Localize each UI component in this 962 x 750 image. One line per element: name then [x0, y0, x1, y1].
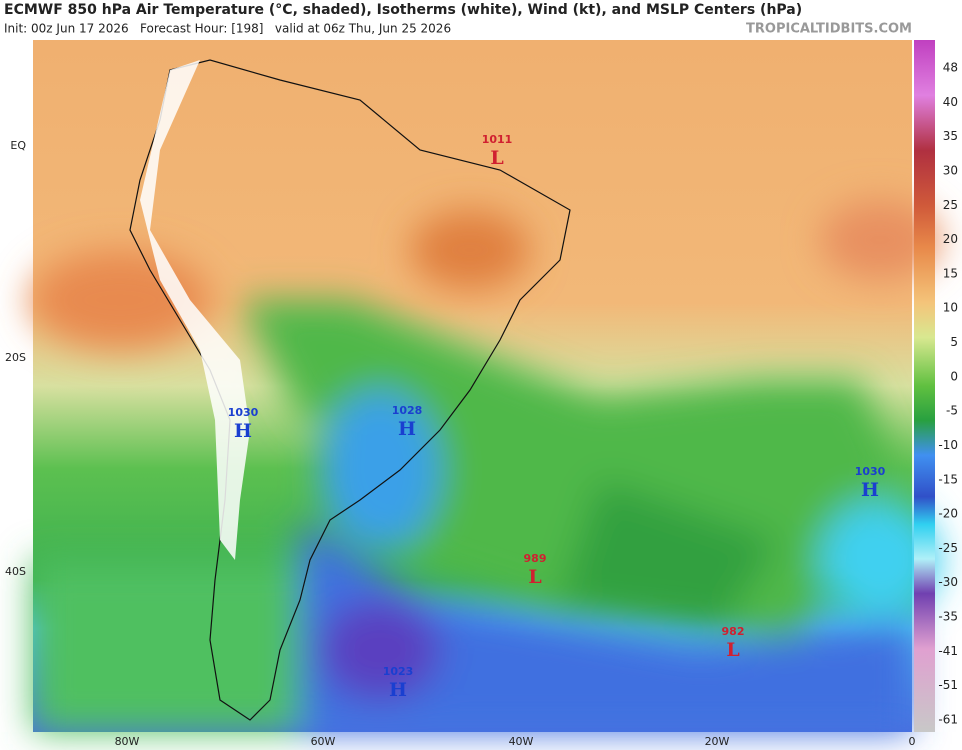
- pressure-value: 989: [524, 552, 547, 565]
- lon-label: 60W: [311, 735, 336, 748]
- colorbar-label: 5: [950, 335, 958, 349]
- pressure-value: 1030: [228, 406, 259, 419]
- lat-label: 40S: [5, 565, 26, 578]
- colorbar-label: 0: [950, 369, 958, 383]
- colorbar: [914, 40, 935, 732]
- colorbar-label: -51: [938, 678, 958, 692]
- colorbar-label: -15: [938, 472, 958, 486]
- pressure-type: H: [234, 420, 252, 442]
- pressure-type: H: [861, 479, 879, 501]
- colorbar-label: -30: [938, 575, 958, 589]
- coastline: [129, 59, 571, 721]
- colorbar-label: 30: [943, 163, 958, 177]
- source: TROPICALTIDBITS.COM: [746, 22, 912, 37]
- colorbar-label: -25: [938, 541, 958, 555]
- lon-label: 40W: [509, 735, 534, 748]
- pressure-value: 1023: [383, 665, 414, 678]
- colorbar-label: -5: [946, 404, 958, 418]
- colorbar-label: 25: [943, 198, 958, 212]
- lat-label: EQ: [10, 139, 26, 152]
- pressure-value: 1011: [482, 133, 513, 146]
- pressure-type: L: [528, 566, 541, 588]
- title: ECMWF 850 hPa Air Temperature (°C, shade…: [4, 2, 802, 18]
- colorbar-label: 48: [943, 61, 958, 75]
- pressure-type: H: [398, 418, 416, 440]
- temperature-shading: [30, 200, 940, 732]
- subtitle: Init: 00z Jun 17 2026 Forecast Hour: [19…: [4, 22, 451, 36]
- lon-label: 20W: [705, 735, 730, 748]
- pressure-value: 1030: [855, 465, 886, 478]
- colorbar-label: 10: [943, 301, 958, 315]
- colorbar-label: 40: [943, 95, 958, 109]
- pressure-value: 982: [722, 625, 745, 638]
- andes-terrain: [140, 60, 250, 560]
- lon-label: 0: [909, 735, 916, 748]
- pressure-value: 1028: [392, 404, 423, 417]
- colorbar-label: -35: [938, 610, 958, 624]
- pressure-type: L: [490, 147, 503, 169]
- colorbar-label: 20: [943, 232, 958, 246]
- colorbar-label: -10: [938, 438, 958, 452]
- colorbar-label: -41: [938, 644, 958, 658]
- colorbar-label: -61: [938, 713, 958, 727]
- colorbar-label: 15: [943, 266, 958, 280]
- pressure-type: L: [726, 639, 739, 661]
- pressure-type: H: [389, 679, 407, 701]
- lat-label: 20S: [5, 351, 26, 364]
- colorbar-label: -20: [938, 507, 958, 521]
- lon-label: 80W: [115, 735, 140, 748]
- colorbar-label: 35: [943, 129, 958, 143]
